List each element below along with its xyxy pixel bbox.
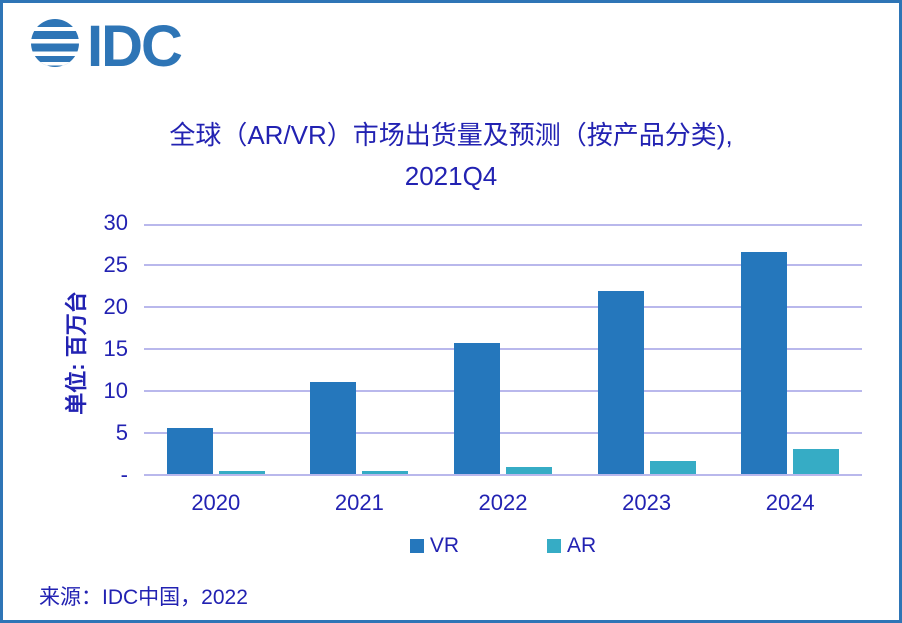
y-tick-label-15: 15 [103, 336, 128, 361]
chart-title-line1: 全球（AR/VR）市场出货量及预测（按产品分类), [169, 120, 733, 150]
idc-wordmark: IDC [87, 14, 182, 79]
x-tick-label-2023: 2023 [622, 490, 672, 515]
legend-label-vr: VR [429, 534, 459, 557]
source-note: 来源：IDC中国，2022 [39, 586, 248, 609]
bar-vr-2022 [454, 342, 500, 474]
bar-vr-2024 [741, 252, 788, 474]
x-tick-label-2021: 2021 [334, 490, 384, 515]
plot-area [144, 224, 862, 476]
legend-label-ar: AR [567, 534, 597, 557]
y-tick-label-25: 25 [103, 252, 128, 277]
gridline-15 [144, 348, 862, 350]
bar-ar-2021 [362, 471, 409, 474]
bar-ar-2022 [506, 467, 552, 474]
legend-swatch-vr [409, 539, 424, 553]
y-tick-label-0: - [120, 462, 128, 487]
x-tick-label-2022: 2022 [478, 490, 528, 515]
bar-ar-2023 [649, 460, 696, 474]
gridline-25 [144, 264, 862, 266]
y-tick-label-30: 30 [103, 210, 128, 235]
bar-vr-2023 [597, 290, 644, 474]
bar-vr-2021 [310, 382, 357, 474]
y-tick-label-10: 10 [103, 378, 128, 403]
bar-ar-2024 [793, 448, 840, 474]
y-tick-label-5: 5 [115, 420, 128, 445]
chart-title: 全球（AR/VR）市场出货量及预测（按产品分类), 2021Q4 [3, 115, 899, 197]
chart-title-line2: 2021Q4 [404, 161, 498, 191]
gridline-5 [144, 432, 862, 434]
y-tick-label-20: 20 [103, 294, 128, 319]
legend-swatch-ar [547, 539, 561, 553]
idc-globe-icon [31, 19, 79, 67]
bar-ar-2020 [218, 471, 265, 474]
gridline-20 [144, 306, 862, 308]
x-tick-label-2020: 2020 [191, 490, 241, 515]
legend-item-ar: AR [547, 534, 596, 558]
gridline-0 [144, 474, 862, 476]
x-tick-label-2024: 2024 [765, 490, 815, 515]
idc-logo: IDC [31, 14, 184, 79]
gridline-10 [144, 390, 862, 392]
legend: VR AR [144, 534, 862, 558]
bar-vr-2020 [166, 427, 213, 474]
gridline-30 [144, 224, 862, 226]
legend-item-vr: VR [409, 534, 459, 558]
